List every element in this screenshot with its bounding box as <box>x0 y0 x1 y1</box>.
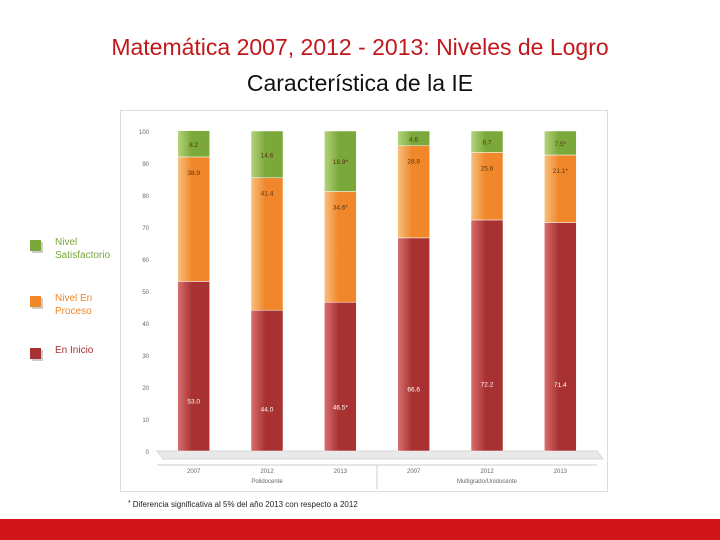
bar-segment <box>544 154 577 223</box>
y-tick-label: 20 <box>142 386 149 392</box>
data-label: 25.6 <box>481 165 494 172</box>
legend-label-satisfactorio: Nivel Satisfactorio <box>55 237 111 261</box>
x-tick-label: 2007 <box>407 469 421 475</box>
data-label: 53.0 <box>187 399 200 406</box>
bar-segment <box>324 301 357 452</box>
legend-label-proceso: Nivel En Proceso <box>55 293 93 317</box>
bar-segment <box>324 130 357 192</box>
legend-swatch-inicio <box>30 348 41 359</box>
data-label: 46.5* <box>333 404 349 411</box>
bar-segment <box>470 219 504 452</box>
x-tick-label: 2013 <box>554 469 568 475</box>
y-tick-label: 10 <box>142 418 149 424</box>
bar-segment <box>250 309 284 452</box>
data-label: 72.2 <box>481 381 494 388</box>
bar-segment <box>544 130 577 156</box>
y-tick-label: 60 <box>142 258 149 264</box>
data-label: 18.9* <box>333 159 349 166</box>
y-tick-label: 100 <box>139 130 150 136</box>
legend-swatch-proceso <box>30 296 41 307</box>
y-tick-label: 50 <box>142 290 149 296</box>
data-label: 66.6 <box>407 386 420 393</box>
chart-subtitle: Característica de la IE <box>246 70 474 96</box>
chart-floor <box>156 450 604 460</box>
bar-segment <box>177 130 210 158</box>
y-tick-label: 90 <box>142 162 149 168</box>
y-tick-label: 70 <box>142 226 149 232</box>
bottom-accent-bar <box>0 519 720 540</box>
data-label: 28.8 <box>407 159 420 166</box>
footnote: * Diferencia significativa al 5% del año … <box>128 500 358 509</box>
chart-frame: 0 10 20 30 40 50 60 70 80 90 100 53.0 38.9 8.2 2007 44.… <box>120 110 608 492</box>
group-label: Polidocente <box>251 479 283 485</box>
bar-segment <box>250 177 284 311</box>
bar-segment <box>544 222 577 452</box>
data-label: 6.7 <box>482 140 491 147</box>
y-tick-label: 80 <box>142 194 149 200</box>
data-label: 34.6* <box>333 204 349 211</box>
legend-label-inicio: En Inicio <box>55 345 94 356</box>
x-tick-label: 2013 <box>334 469 348 475</box>
data-label: 21.1* <box>553 168 569 175</box>
group-label: Multigrado/Unidocente <box>457 479 518 485</box>
data-label: 8.2 <box>189 142 198 149</box>
bar-segment <box>397 130 430 146</box>
footnote-text: Diferencia significativa al 5% del año 2… <box>132 500 358 509</box>
bar-segment <box>177 156 210 282</box>
bar-segment <box>177 281 210 452</box>
footnote-mark: * <box>128 500 131 507</box>
bar-segment <box>470 152 504 221</box>
data-label: 71.4 <box>554 382 567 389</box>
x-tick-label: 2012 <box>260 469 274 475</box>
x-tick-label: 2012 <box>480 469 494 475</box>
y-tick-label: 30 <box>142 354 149 360</box>
bar-segment <box>250 130 284 178</box>
bar-segment <box>397 237 430 452</box>
x-tick-label: 2007 <box>187 469 201 475</box>
bar-segment <box>324 191 357 303</box>
legend-swatch-satisfactorio <box>30 240 41 251</box>
data-label: 38.9 <box>187 170 200 177</box>
y-tick-label: 0 <box>146 450 150 456</box>
chart-title: Matemática 2007, 2012 - 2013: Niveles de… <box>111 34 609 60</box>
data-label: 14.6 <box>261 152 274 159</box>
data-label: 41.4 <box>261 191 274 198</box>
y-tick-label: 40 <box>142 322 149 328</box>
data-label: 4.6 <box>409 136 418 143</box>
data-label: 7.5* <box>555 141 567 148</box>
bar-segment <box>397 145 430 239</box>
stacked-bar-chart: 0 10 20 30 40 50 60 70 80 90 100 53.0 38.9 8.2 2007 44.… <box>139 130 604 489</box>
bar-segment <box>470 130 504 153</box>
data-label: 44.0 <box>261 407 274 414</box>
